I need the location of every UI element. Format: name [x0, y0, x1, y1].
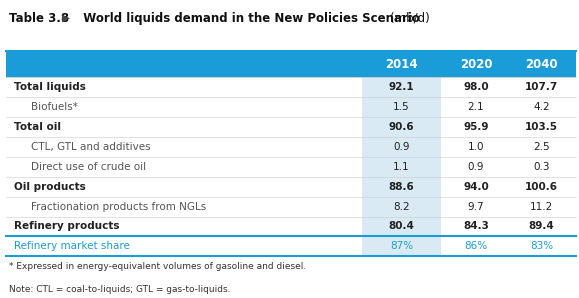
- Text: 2040: 2040: [525, 58, 558, 71]
- Text: 2.5: 2.5: [533, 142, 550, 152]
- Text: 88.6: 88.6: [389, 182, 415, 192]
- Text: 100.6: 100.6: [525, 182, 558, 192]
- Bar: [362, 177, 441, 197]
- Text: World liquids demand in the New Policies Scenario: World liquids demand in the New Policies…: [75, 12, 420, 25]
- Text: 0.3: 0.3: [533, 162, 550, 172]
- Text: * Expressed in energy-equivalent volumes of gasoline and diesel.: * Expressed in energy-equivalent volumes…: [9, 262, 306, 271]
- Text: 0.9: 0.9: [393, 142, 410, 152]
- Text: 98.0: 98.0: [463, 83, 489, 92]
- Text: 2.1: 2.1: [468, 102, 484, 112]
- Text: 87%: 87%: [390, 241, 413, 251]
- Text: 94.0: 94.0: [463, 182, 489, 192]
- Text: Total liquids: Total liquids: [14, 83, 86, 92]
- Text: Note: CTL = coal-to-liquids; GTL = gas-to-liquids.: Note: CTL = coal-to-liquids; GTL = gas-t…: [9, 285, 230, 294]
- Text: 0.9: 0.9: [468, 162, 484, 172]
- Text: 92.1: 92.1: [389, 83, 415, 92]
- Text: Table 3.8: Table 3.8: [9, 12, 69, 25]
- Text: Direct use of crude oil: Direct use of crude oil: [31, 162, 146, 172]
- Text: CTL, GTL and additives: CTL, GTL and additives: [31, 142, 151, 152]
- Text: Fractionation products from NGLs: Fractionation products from NGLs: [31, 202, 206, 212]
- Text: 86%: 86%: [464, 241, 488, 251]
- Bar: [362, 157, 441, 177]
- Text: 107.7: 107.7: [525, 83, 558, 92]
- Text: 1.5: 1.5: [393, 102, 410, 112]
- Bar: [362, 117, 441, 137]
- Text: Refinery products: Refinery products: [14, 221, 120, 232]
- Text: 9.7: 9.7: [468, 202, 484, 212]
- Text: 80.4: 80.4: [389, 221, 415, 232]
- Text: 2020: 2020: [460, 58, 492, 71]
- Text: 11.2: 11.2: [530, 202, 554, 212]
- Bar: [362, 197, 441, 217]
- Bar: [362, 236, 441, 256]
- Text: ▶: ▶: [62, 13, 70, 23]
- Text: 83%: 83%: [530, 241, 553, 251]
- Bar: [362, 97, 441, 117]
- Text: 1.1: 1.1: [393, 162, 410, 172]
- Text: (mb/d): (mb/d): [390, 12, 430, 25]
- Text: 89.4: 89.4: [529, 221, 555, 232]
- Text: 1.0: 1.0: [468, 142, 484, 152]
- Text: Biofuels*: Biofuels*: [31, 102, 78, 112]
- Text: 103.5: 103.5: [525, 122, 558, 132]
- Bar: [362, 217, 441, 236]
- Bar: [362, 137, 441, 157]
- Text: 95.9: 95.9: [463, 122, 489, 132]
- Bar: [362, 77, 441, 97]
- Text: 4.2: 4.2: [533, 102, 550, 112]
- Text: 2014: 2014: [385, 58, 418, 71]
- Text: Refinery market share: Refinery market share: [14, 241, 130, 251]
- Text: Oil products: Oil products: [14, 182, 86, 192]
- Text: 8.2: 8.2: [393, 202, 410, 212]
- Text: 90.6: 90.6: [389, 122, 415, 132]
- Text: Total oil: Total oil: [14, 122, 61, 132]
- Bar: [6, 51, 576, 77]
- Text: 84.3: 84.3: [463, 221, 489, 232]
